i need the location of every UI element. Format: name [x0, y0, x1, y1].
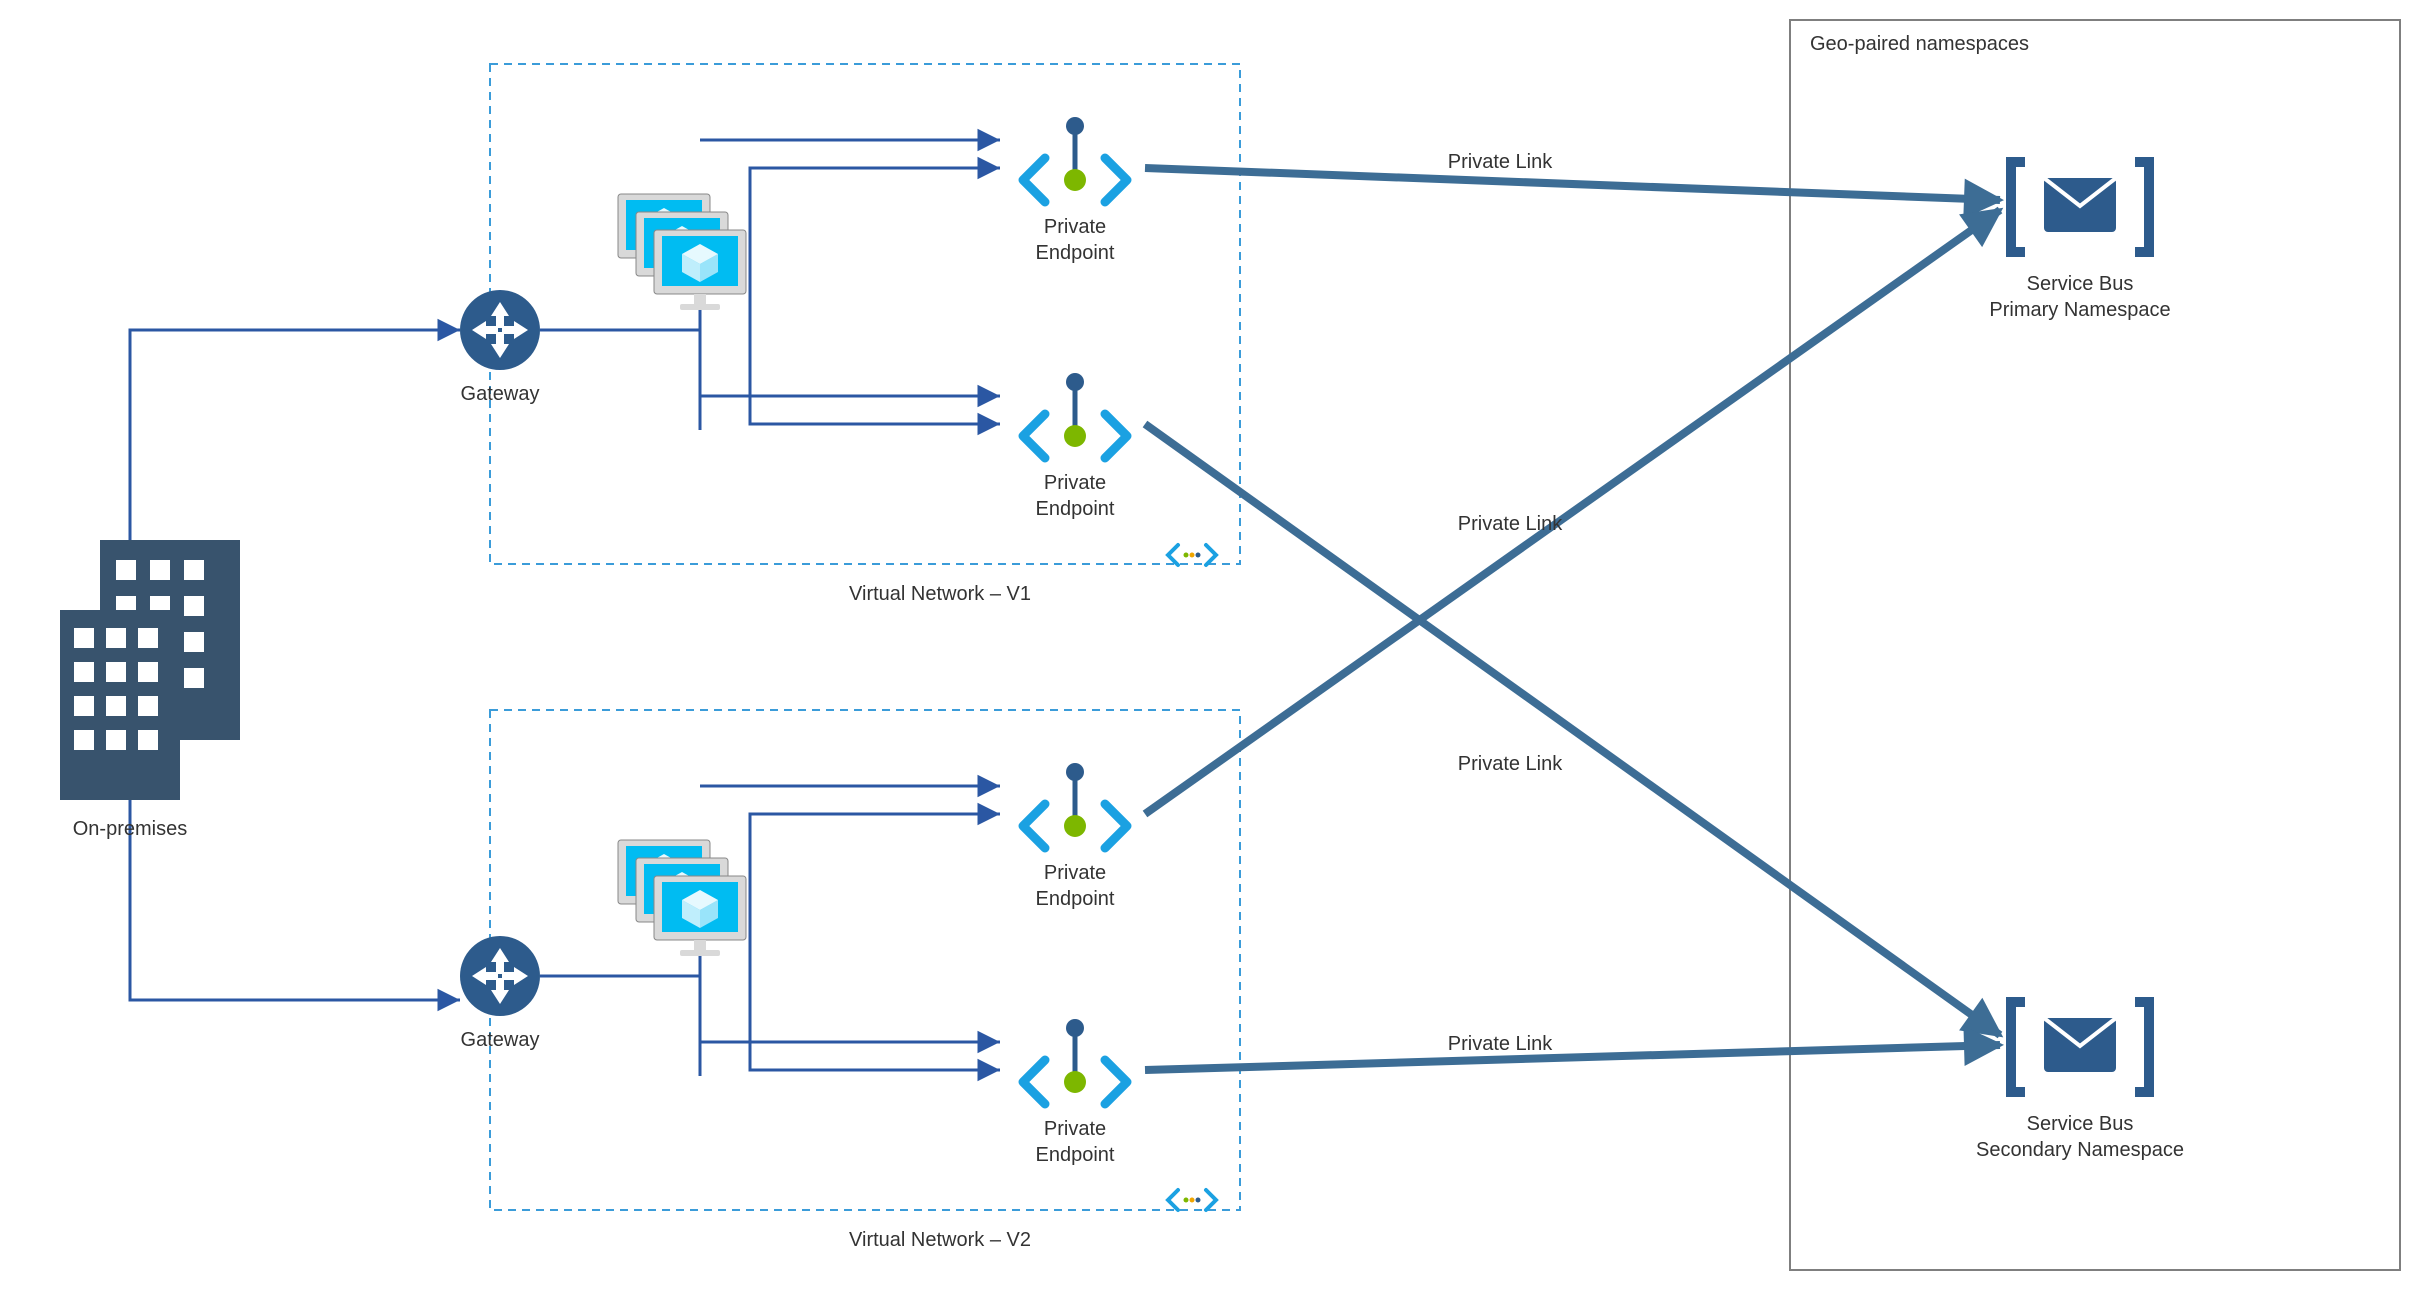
diagram-canvas: Virtual Network – V1 Virtual Network – V2… — [0, 0, 2427, 1306]
edge-label: Private Link — [1448, 1033, 1553, 1055]
node-label: Primary Namespace — [1989, 299, 2170, 321]
node-label: Endpoint — [1036, 242, 1115, 264]
node-label: Private — [1044, 472, 1106, 494]
node-label: Secondary Namespace — [1976, 1139, 2184, 1161]
node-label: On-premises — [73, 818, 187, 840]
node-label: Endpoint — [1036, 1144, 1115, 1166]
connector — [750, 814, 1000, 976]
node-label: Private — [1044, 216, 1106, 238]
node-vneticon2 — [1168, 1190, 1216, 1210]
node-pe1a: Private Endpoint — [1023, 117, 1127, 264]
node-pe2b: Private Endpoint — [1023, 1019, 1127, 1166]
private-link-edge — [1145, 168, 2000, 200]
node-label: Gateway — [461, 1029, 540, 1051]
private-link-edge — [1145, 1045, 2000, 1070]
edge-label: Private Link — [1448, 151, 1553, 173]
group-label: Virtual Network – V1 — [849, 583, 1031, 605]
node-gw1: Gateway — [460, 290, 540, 405]
node-pe2a: Private Endpoint — [1023, 763, 1127, 910]
node-sb2: Service Bus Secondary Namespace — [1976, 1002, 2184, 1161]
node-sb1: Service Bus Primary Namespace — [1989, 162, 2170, 321]
node-label: Service Bus — [2027, 1113, 2134, 1135]
connector — [750, 976, 1000, 1070]
node-label: Gateway — [461, 383, 540, 405]
node-pe1b: Private Endpoint — [1023, 373, 1127, 520]
node-vneticon1 — [1168, 545, 1216, 565]
group-label: Geo-paired namespaces — [1810, 33, 2029, 55]
connector — [750, 168, 1000, 330]
edge-label: Private Link — [1458, 513, 1563, 535]
node-vms1 — [618, 194, 746, 310]
node-label: Endpoint — [1036, 888, 1115, 910]
node-label: Endpoint — [1036, 498, 1115, 520]
group-label: Virtual Network – V2 — [849, 1229, 1031, 1251]
node-label: Private — [1044, 862, 1106, 884]
node-label: Service Bus — [2027, 273, 2134, 295]
connector — [750, 330, 1000, 424]
node-label: Private — [1044, 1118, 1106, 1140]
edge-label: Private Link — [1458, 753, 1563, 775]
connector — [130, 820, 460, 1000]
node-gw2: Gateway — [460, 936, 540, 1051]
node-onprem: On-premises — [60, 540, 240, 840]
node-vms2 — [618, 840, 746, 956]
